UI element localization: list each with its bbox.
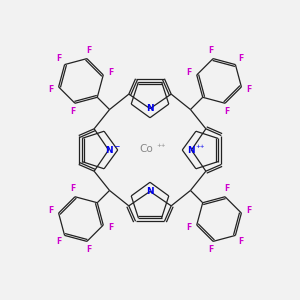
Text: F: F [86,245,92,254]
Text: F: F [224,107,230,116]
Text: N: N [188,146,195,154]
Text: F: F [109,68,114,77]
Text: N: N [105,146,112,154]
Text: ++: ++ [195,144,205,148]
Text: N: N [146,187,154,196]
Text: F: F [70,184,76,193]
Text: F: F [56,237,62,246]
Text: F: F [186,68,191,77]
Text: −: − [114,142,120,151]
Text: F: F [208,46,214,55]
Text: F: F [224,184,230,193]
Text: F: F [247,85,252,94]
Text: F: F [247,206,252,215]
Text: N: N [146,104,154,113]
Text: F: F [48,206,53,215]
Text: Co: Co [139,144,153,154]
Text: F: F [238,237,244,246]
Text: F: F [208,245,214,254]
Text: ++: ++ [157,143,166,148]
Text: F: F [48,85,53,94]
Text: F: F [238,54,244,63]
Text: F: F [86,46,92,55]
Text: F: F [186,223,191,232]
Text: F: F [109,223,114,232]
Text: F: F [70,107,76,116]
Text: F: F [56,54,62,63]
